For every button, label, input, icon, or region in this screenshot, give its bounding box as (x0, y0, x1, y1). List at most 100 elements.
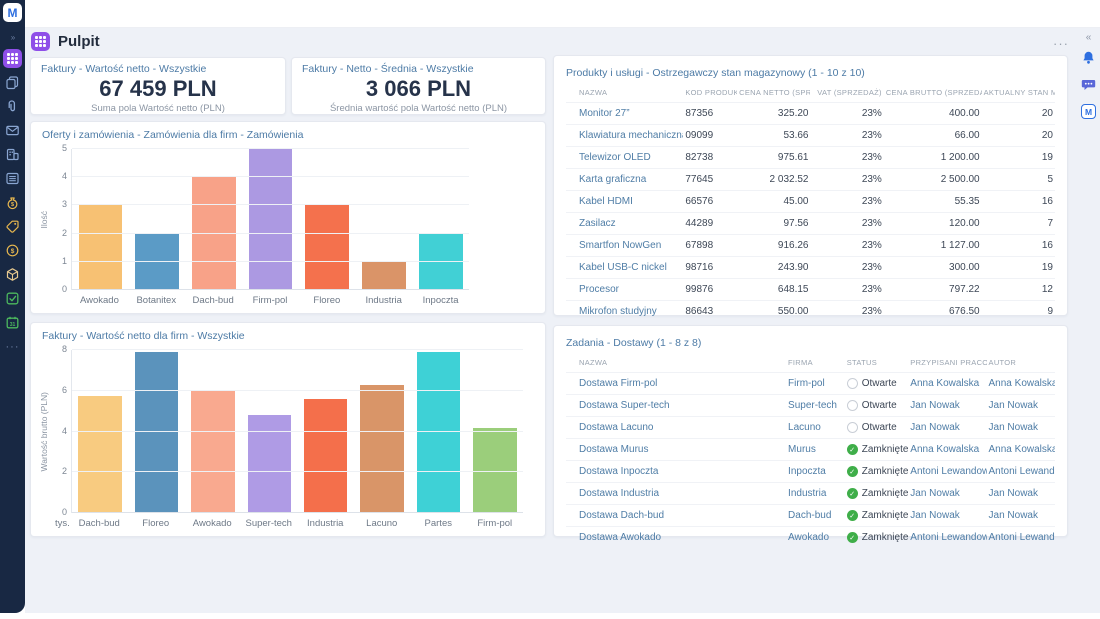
chart-title[interactable]: Oferty i zamówienia - Zamówienia dla fir… (42, 129, 304, 141)
dashboard-options-icon[interactable]: ··· (1053, 36, 1069, 51)
column-header[interactable]: Przypisani pracownicy (910, 358, 987, 367)
author-link[interactable]: Jan Nowak (988, 488, 1038, 499)
table-row[interactable]: Dostawa Dach-bud Dach-bud ✓ Zamknięte Jan No… (566, 504, 1055, 527)
assignee-link[interactable]: Antoni Lewandowski (910, 466, 986, 477)
task-link[interactable]: Dostawa Super-tech (579, 400, 670, 411)
table-row[interactable]: Dostawa Lacuno Lacuno Otwarte Jan Nowak Jan … (566, 416, 1055, 439)
author-link[interactable]: Antoni Lewandowski (988, 466, 1055, 477)
bar-floreo[interactable] (134, 352, 179, 513)
column-header[interactable]: Autor (988, 358, 1017, 367)
stat-card-invoices-net-avg[interactable]: Faktury - Netto - Średnia - Wszystkie 3 … (291, 57, 546, 115)
product-link[interactable]: Kabel HDMI (579, 196, 633, 207)
products-table-title[interactable]: Produkty i usługi - Ostrzegawczy stan ma… (566, 67, 865, 79)
bar-awokado[interactable] (78, 205, 123, 290)
product-link[interactable]: Mikrofon studyjny (579, 306, 657, 318)
sidebar-item-finance[interactable]: $ (3, 193, 22, 212)
bar-firm-pol[interactable] (248, 149, 293, 290)
stat-card-invoices-net-sum[interactable]: Faktury - Wartość netto - Wszystkie 67 4… (30, 57, 286, 115)
sidebar-item-pricing[interactable] (3, 217, 22, 236)
sidebar-item-calendar[interactable]: 31 (3, 313, 22, 332)
stat-title[interactable]: Faktury - Wartość netto - Wszystkie (41, 63, 207, 75)
sidebar-expand-icon[interactable]: » (10, 33, 16, 42)
sidebar-item-products[interactable] (3, 265, 22, 284)
column-header[interactable]: VAT (sprzedaż) (817, 88, 882, 97)
task-link[interactable]: Dostawa Lacuno (579, 422, 654, 433)
assignee-link[interactable]: Jan Nowak (910, 488, 960, 499)
task-link[interactable]: Dostawa Industria (579, 488, 660, 499)
product-link[interactable]: Monitor 27” (579, 108, 630, 119)
table-row[interactable]: Procesor 99876 648.15 23% 797.22 12 (566, 278, 1055, 301)
bar-super-tech[interactable] (247, 415, 292, 513)
chat-bubble-icon[interactable] (1081, 77, 1096, 97)
product-link[interactable]: Kabel USB-C nickel (579, 262, 667, 273)
sidebar-item-mail[interactable] (3, 121, 22, 140)
company-link[interactable]: Lacuno (788, 422, 821, 433)
chart-title[interactable]: Faktury - Wartość netto dla firm - Wszys… (42, 330, 245, 342)
author-link[interactable]: Anna Kowalska (988, 444, 1055, 455)
column-header[interactable]: Nazwa (579, 88, 608, 97)
sidebar-more-icon[interactable]: ··· (5, 340, 20, 353)
column-header[interactable]: Nazwa (579, 358, 608, 367)
column-header[interactable]: Cena brutto (sprzedaż) (885, 88, 982, 97)
product-link[interactable]: Telewizor OLED (579, 152, 651, 163)
column-header[interactable]: Cena netto (sprzedaż) (739, 88, 810, 97)
table-row[interactable]: Smartfon NowGen 67898 916.26 23% 1 127.00 16 (566, 234, 1055, 257)
company-link[interactable]: Awokado (788, 532, 830, 544)
column-header[interactable]: Status (846, 358, 877, 367)
company-link[interactable]: Murus (788, 444, 816, 455)
app-logo-icon[interactable]: M (3, 3, 22, 22)
product-link[interactable]: Zasilacz (579, 218, 616, 229)
stat-title[interactable]: Faktury - Netto - Średnia - Wszystkie (302, 63, 474, 75)
author-link[interactable]: Jan Nowak (988, 422, 1038, 433)
author-link[interactable]: Antoni Lewandowski (988, 532, 1055, 544)
task-link[interactable]: Dostawa Firm-pol (579, 378, 658, 389)
table-row[interactable]: Zasilacz 44289 97.56 23% 120.00 7 (566, 212, 1055, 235)
table-row[interactable]: Dostawa Inpoczta Inpoczta ✓ Zamknięte Antoni… (566, 460, 1055, 483)
author-link[interactable]: Anna Kowalska (988, 378, 1055, 389)
assignee-link[interactable]: Jan Nowak (910, 510, 960, 521)
assignee-link[interactable]: Antoni Lewandowski (910, 532, 986, 544)
sidebar-item-companies[interactable] (3, 145, 22, 164)
product-link[interactable]: Procesor (579, 284, 620, 295)
table-row[interactable]: Telewizor OLED 82738 975.61 23% 1 200.00 19 (566, 146, 1055, 169)
notifications-bell-icon[interactable] (1081, 50, 1096, 70)
table-row[interactable]: Dostawa Super-tech Super-tech Otwarte Jan N… (566, 394, 1055, 417)
table-row[interactable]: Mikrofon studyjny 86643 550.00 23% 676.50 9 (566, 300, 1055, 323)
product-link[interactable]: Klawiatura mechaniczna (579, 130, 684, 141)
sidebar-item-lists[interactable] (3, 169, 22, 188)
table-row[interactable]: Monitor 27” 87356 325.20 23% 400.00 20 (566, 102, 1055, 125)
company-link[interactable]: Firm-pol (788, 378, 825, 389)
collapse-panel-icon[interactable]: « (1085, 32, 1092, 43)
sidebar-item-payments[interactable]: $ (3, 241, 22, 260)
bar-dach-bud[interactable] (78, 395, 122, 513)
m-app-icon[interactable]: M (1081, 104, 1096, 119)
company-link[interactable]: Dach-bud (788, 510, 832, 521)
bar-industria[interactable] (362, 261, 406, 290)
tasks-table-title[interactable]: Zadania - Dostawy (1 - 8 z 8) (566, 337, 702, 349)
task-link[interactable]: Dostawa Dach-bud (579, 510, 665, 521)
author-link[interactable]: Jan Nowak (988, 510, 1038, 521)
assignee-link[interactable]: Anna Kowalska (910, 378, 980, 389)
author-link[interactable]: Jan Nowak (988, 400, 1038, 411)
table-row[interactable]: Dostawa Awokado Awokado ✓ Zamknięte Antoni L… (566, 526, 1055, 549)
table-row[interactable]: Dostawa Firm-pol Firm-pol Otwarte Anna Kowa… (566, 372, 1055, 395)
task-link[interactable]: Dostawa Murus (579, 444, 649, 455)
bar-partes[interactable] (416, 352, 461, 513)
bar-industria[interactable] (303, 398, 348, 513)
task-link[interactable]: Dostawa Awokado (579, 532, 662, 544)
product-link[interactable]: Karta graficzna (579, 174, 647, 185)
company-link[interactable]: Super-tech (788, 400, 837, 411)
table-row[interactable]: Klawiatura mechaniczna 09099 53.66 23% 66.00… (566, 124, 1055, 147)
table-row[interactable]: Kabel USB-C nickel 98716 243.90 23% 300.00 19 (566, 256, 1055, 279)
table-row[interactable]: Dostawa Murus Murus ✓ Zamknięte Anna Kowalsk… (566, 438, 1055, 461)
bar-floreo[interactable] (305, 205, 350, 290)
sidebar-item-tasks[interactable] (3, 289, 22, 308)
sidebar-item-attachments[interactable] (3, 97, 22, 116)
column-header[interactable]: Aktualny stan mag. (983, 88, 1055, 97)
product-link[interactable]: Smartfon NowGen (579, 240, 662, 251)
bar-firm-pol[interactable] (473, 428, 517, 513)
table-row[interactable]: Karta graficzna 77645 2 032.52 23% 2 500.00 5 (566, 168, 1055, 191)
assignee-link[interactable]: Jan Nowak (910, 422, 960, 433)
column-header[interactable]: Kod produktu (685, 88, 737, 97)
task-link[interactable]: Dostawa Inpoczta (579, 466, 659, 477)
